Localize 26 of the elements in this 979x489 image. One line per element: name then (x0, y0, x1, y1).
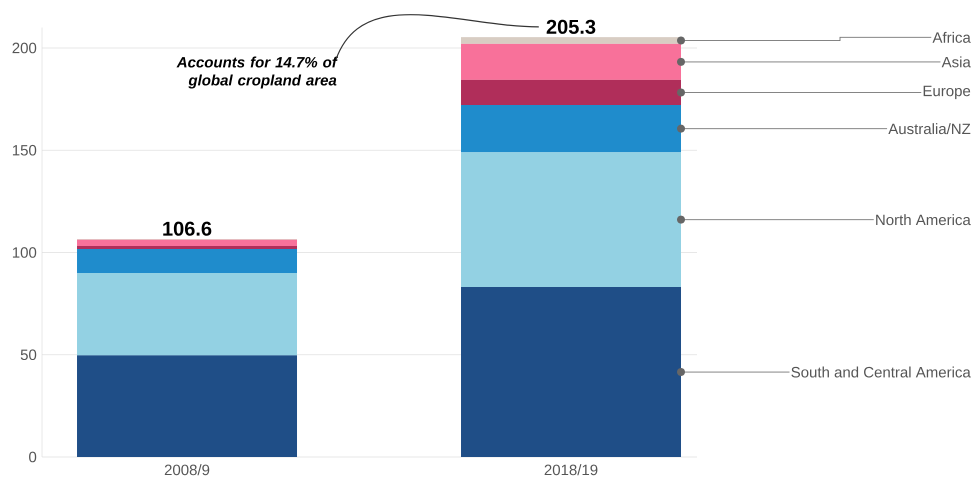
text: Europe (924, 86, 970, 100)
x-tick-label: 2008/9 (164, 464, 210, 476)
text: North America (876, 214, 971, 226)
text: Australia/NZ (888, 123, 970, 134)
bar (77, 355, 298, 457)
bar (77, 272, 298, 356)
annotation: Accounts for 14.7% of global cropland area (176, 56, 338, 89)
total-label: 106.6 (163, 222, 212, 236)
y-tick-label: 200 (12, 42, 36, 54)
y-tick-label: 0 (29, 452, 36, 462)
text: Asia (942, 56, 971, 68)
y-tick-label: 50 (20, 349, 36, 360)
y-tick-label: 100 (12, 247, 36, 258)
bar (77, 246, 298, 250)
bar (461, 44, 682, 80)
bar (461, 105, 682, 152)
bar (77, 249, 298, 273)
bar (461, 152, 682, 288)
total-label: 205.3 (546, 20, 596, 34)
text: Africa (932, 32, 971, 43)
bar (77, 240, 298, 246)
x-tick-label: 2018/19 (544, 464, 598, 476)
bar (461, 80, 682, 106)
text: South and Central America (791, 366, 971, 378)
y-tick-label: 150 (12, 144, 36, 156)
bar (461, 287, 682, 457)
